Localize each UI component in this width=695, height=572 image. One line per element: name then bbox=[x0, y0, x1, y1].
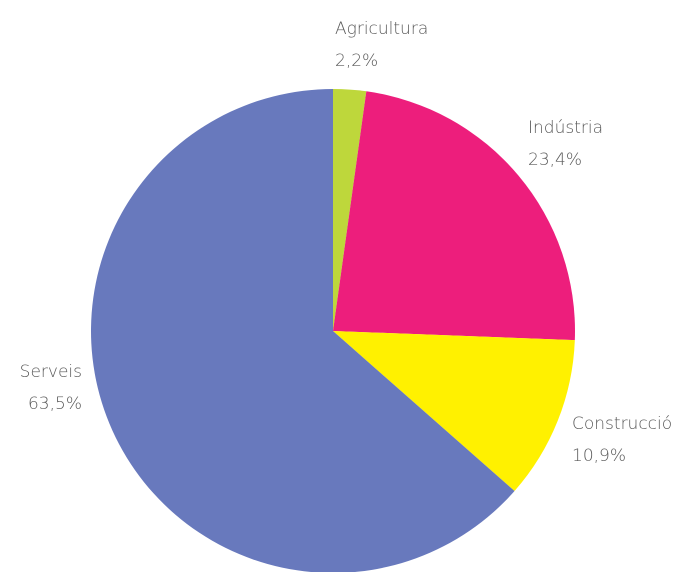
slice-value-label: 2,2% bbox=[335, 51, 378, 71]
slice-label: Serveis bbox=[20, 362, 82, 382]
slice-value-label: 63,5% bbox=[28, 394, 82, 414]
pie-slice bbox=[333, 89, 367, 331]
pie-slice bbox=[91, 89, 515, 572]
pie-slice bbox=[333, 91, 576, 341]
slice-label: Agricultura bbox=[335, 19, 428, 39]
slice-label: Indústria bbox=[528, 118, 603, 138]
slice-label: Construcció bbox=[572, 414, 672, 434]
pie-slice bbox=[333, 331, 575, 492]
slice-value-label: 10,9% bbox=[572, 446, 626, 466]
slice-value-label: 23,4% bbox=[528, 150, 582, 170]
